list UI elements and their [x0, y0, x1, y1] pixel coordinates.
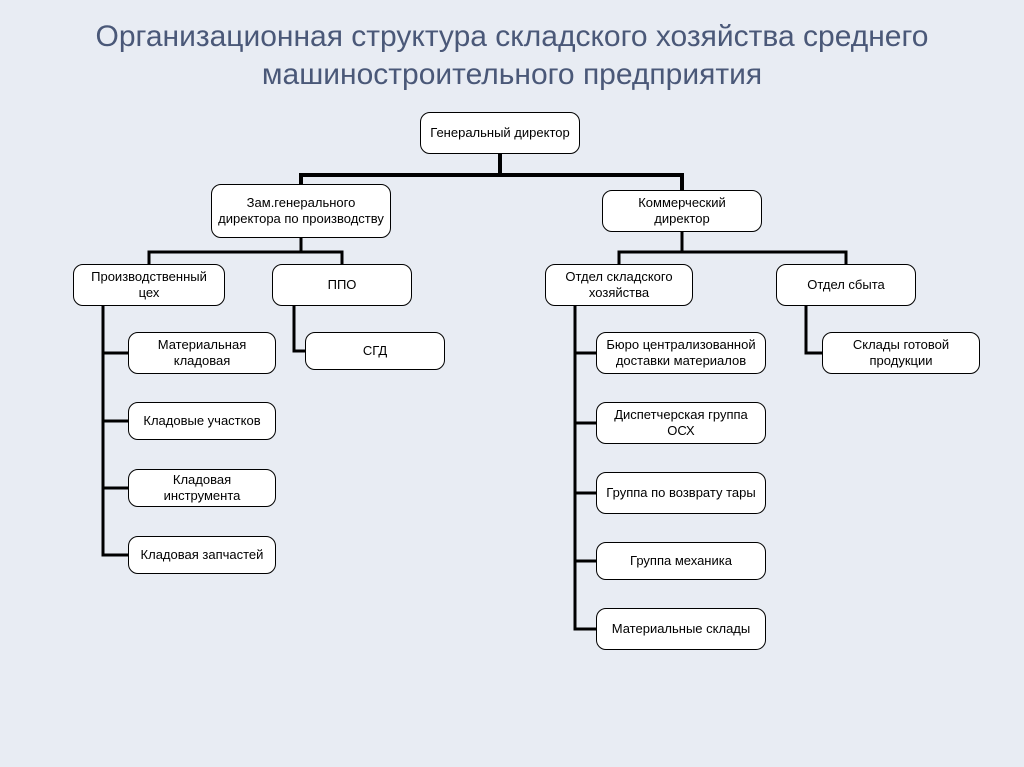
- node-mechanic: Группа механика: [596, 542, 766, 580]
- node-dispatch: Диспетчерская группа ОСХ: [596, 402, 766, 444]
- node-mat_store: Материальная кладовая: [128, 332, 276, 374]
- node-sgd: СГД: [305, 332, 445, 370]
- node-prod_shop: Производственный цех: [73, 264, 225, 306]
- node-bureau: Бюро централизованной доставки материало…: [596, 332, 766, 374]
- node-warehouse: Отдел складского хозяйства: [545, 264, 693, 306]
- node-root: Генеральный директор: [420, 112, 580, 154]
- node-sect_store: Кладовые участков: [128, 402, 276, 440]
- node-fin_goods: Склады готовой продукции: [822, 332, 980, 374]
- node-mat_ware: Материальные склады: [596, 608, 766, 650]
- org-chart: Генеральный директор Зам.генерального дир…: [0, 0, 1024, 767]
- node-commercial: Коммерческий директор: [602, 190, 762, 232]
- node-deputy: Зам.генерального директора по производст…: [211, 184, 391, 238]
- node-tare: Группа по возврату тары: [596, 472, 766, 514]
- node-sales: Отдел сбыта: [776, 264, 916, 306]
- node-tool_store: Кладовая инструмента: [128, 469, 276, 507]
- node-spare_store: Кладовая запчастей: [128, 536, 276, 574]
- node-ppo: ППО: [272, 264, 412, 306]
